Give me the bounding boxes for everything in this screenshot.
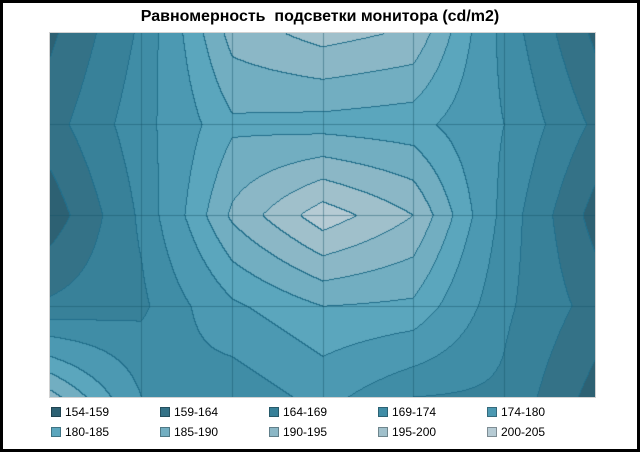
legend-item: 195-200 [378,426,487,438]
legend-item: 200-205 [487,426,596,438]
legend-item: 185-190 [160,426,269,438]
legend-label: 195-200 [392,425,437,439]
legend-label: 164-169 [283,405,328,419]
legend-label: 154-159 [65,405,110,419]
legend-swatch [160,427,170,437]
plot-area [49,32,596,398]
legend-item: 154-159 [51,406,160,418]
legend-label: 159-164 [174,405,219,419]
legend-swatch [160,407,170,417]
legend-swatch [487,407,497,417]
legend-label: 169-174 [392,405,437,419]
legend-label: 190-195 [283,425,328,439]
legend-item: 190-195 [269,426,378,438]
contour-plot [50,33,595,397]
legend: 154-159 159-164 164-169 169-174 174-180 180-1… [51,406,596,438]
legend-item: 164-169 [269,406,378,418]
legend-item: 159-164 [160,406,269,418]
legend-swatch [51,407,61,417]
legend-item: 174-180 [487,406,596,418]
legend-item: 180-185 [51,426,160,438]
legend-swatch [269,427,279,437]
legend-swatch [269,407,279,417]
legend-swatch [378,407,388,417]
legend-label: 185-190 [174,425,219,439]
legend-label: 200-205 [501,425,546,439]
legend-label: 180-185 [65,425,110,439]
legend-swatch [51,427,61,437]
chart-title: Равномерность подсветки монитора (cd/m2) [140,8,500,25]
legend-item: 169-174 [378,406,487,418]
legend-swatch [378,427,388,437]
legend-label: 174-180 [501,405,546,419]
legend-swatch [487,427,497,437]
